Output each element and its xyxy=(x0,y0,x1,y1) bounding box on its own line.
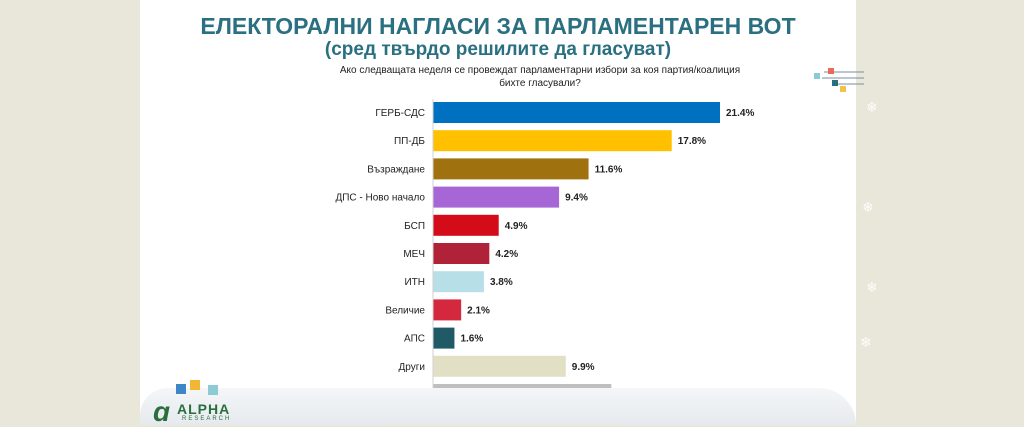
snowflake-icon: ❄ xyxy=(860,334,872,350)
logo-subtitle: RESEARCH xyxy=(182,416,232,422)
value-label: 11.6% xyxy=(595,164,623,175)
bar xyxy=(433,158,589,180)
snow-decoration xyxy=(140,388,856,425)
snowflake-icon: ❄ xyxy=(862,199,874,215)
gift-box-icon xyxy=(176,384,186,394)
bar xyxy=(433,214,499,236)
category-label: БСП xyxy=(404,221,425,232)
bar xyxy=(433,299,462,321)
value-label: 9.9% xyxy=(572,362,595,373)
bar xyxy=(433,102,720,123)
snowflake-icon: ❄ xyxy=(866,99,878,115)
category-label: Възраждане xyxy=(367,164,425,175)
snowflake-icon: ❄ xyxy=(866,279,878,295)
category-label: Величие xyxy=(385,305,425,316)
page-title: ЕЛЕКТОРАЛНИ НАГЛАСИ ЗА ПАРЛАМЕНТАРЕН ВОТ xyxy=(200,13,796,39)
value-label: 4.2% xyxy=(495,249,518,260)
bar xyxy=(433,271,484,293)
value-label: 21.4% xyxy=(726,108,754,119)
category-label: ИТН xyxy=(404,277,425,288)
bar xyxy=(433,355,566,377)
value-label: 17.8% xyxy=(678,136,706,147)
category-label: АПС xyxy=(404,334,425,345)
bar xyxy=(433,186,560,208)
value-label: 1.6% xyxy=(460,334,483,345)
value-label: 2.1% xyxy=(467,305,490,316)
category-label: ГЕРБ-СДС xyxy=(375,108,425,119)
category-label: Други xyxy=(399,362,425,373)
decorative-squares-icon xyxy=(814,68,864,92)
logo-wordmark: ALPHA xyxy=(177,401,231,417)
survey-question-line1: Ако следващата неделя се провеждат парла… xyxy=(339,65,741,76)
category-label: МЕЧ xyxy=(403,249,425,260)
category-label: ПП-ДБ xyxy=(394,136,425,147)
bar xyxy=(433,243,490,264)
logo-mark-icon: ɑ xyxy=(153,396,171,427)
alpha-research-logo: ɑ ALPHA RESEARCH xyxy=(150,380,265,427)
page-subtitle: (сред твърдо решилите да гласуват) xyxy=(324,39,672,60)
value-label: 4.9% xyxy=(505,221,528,232)
slide-panel: ЕЛЕКТОРАЛНИ НАГЛАСИ ЗА ПАРЛАМЕНТАРЕН ВОТ… xyxy=(140,0,856,425)
category-label: ДПС - Ново начало xyxy=(335,193,425,204)
gift-box-icon xyxy=(208,385,218,395)
value-label: 3.8% xyxy=(490,277,513,288)
bar xyxy=(433,130,672,152)
gift-box-icon xyxy=(190,380,200,390)
bar xyxy=(433,327,455,349)
value-label: 9.4% xyxy=(565,193,588,204)
survey-question-line2: бихте гласували? xyxy=(499,78,581,89)
survey-question: Ако следващата неделя се провеждат парла… xyxy=(330,64,750,90)
